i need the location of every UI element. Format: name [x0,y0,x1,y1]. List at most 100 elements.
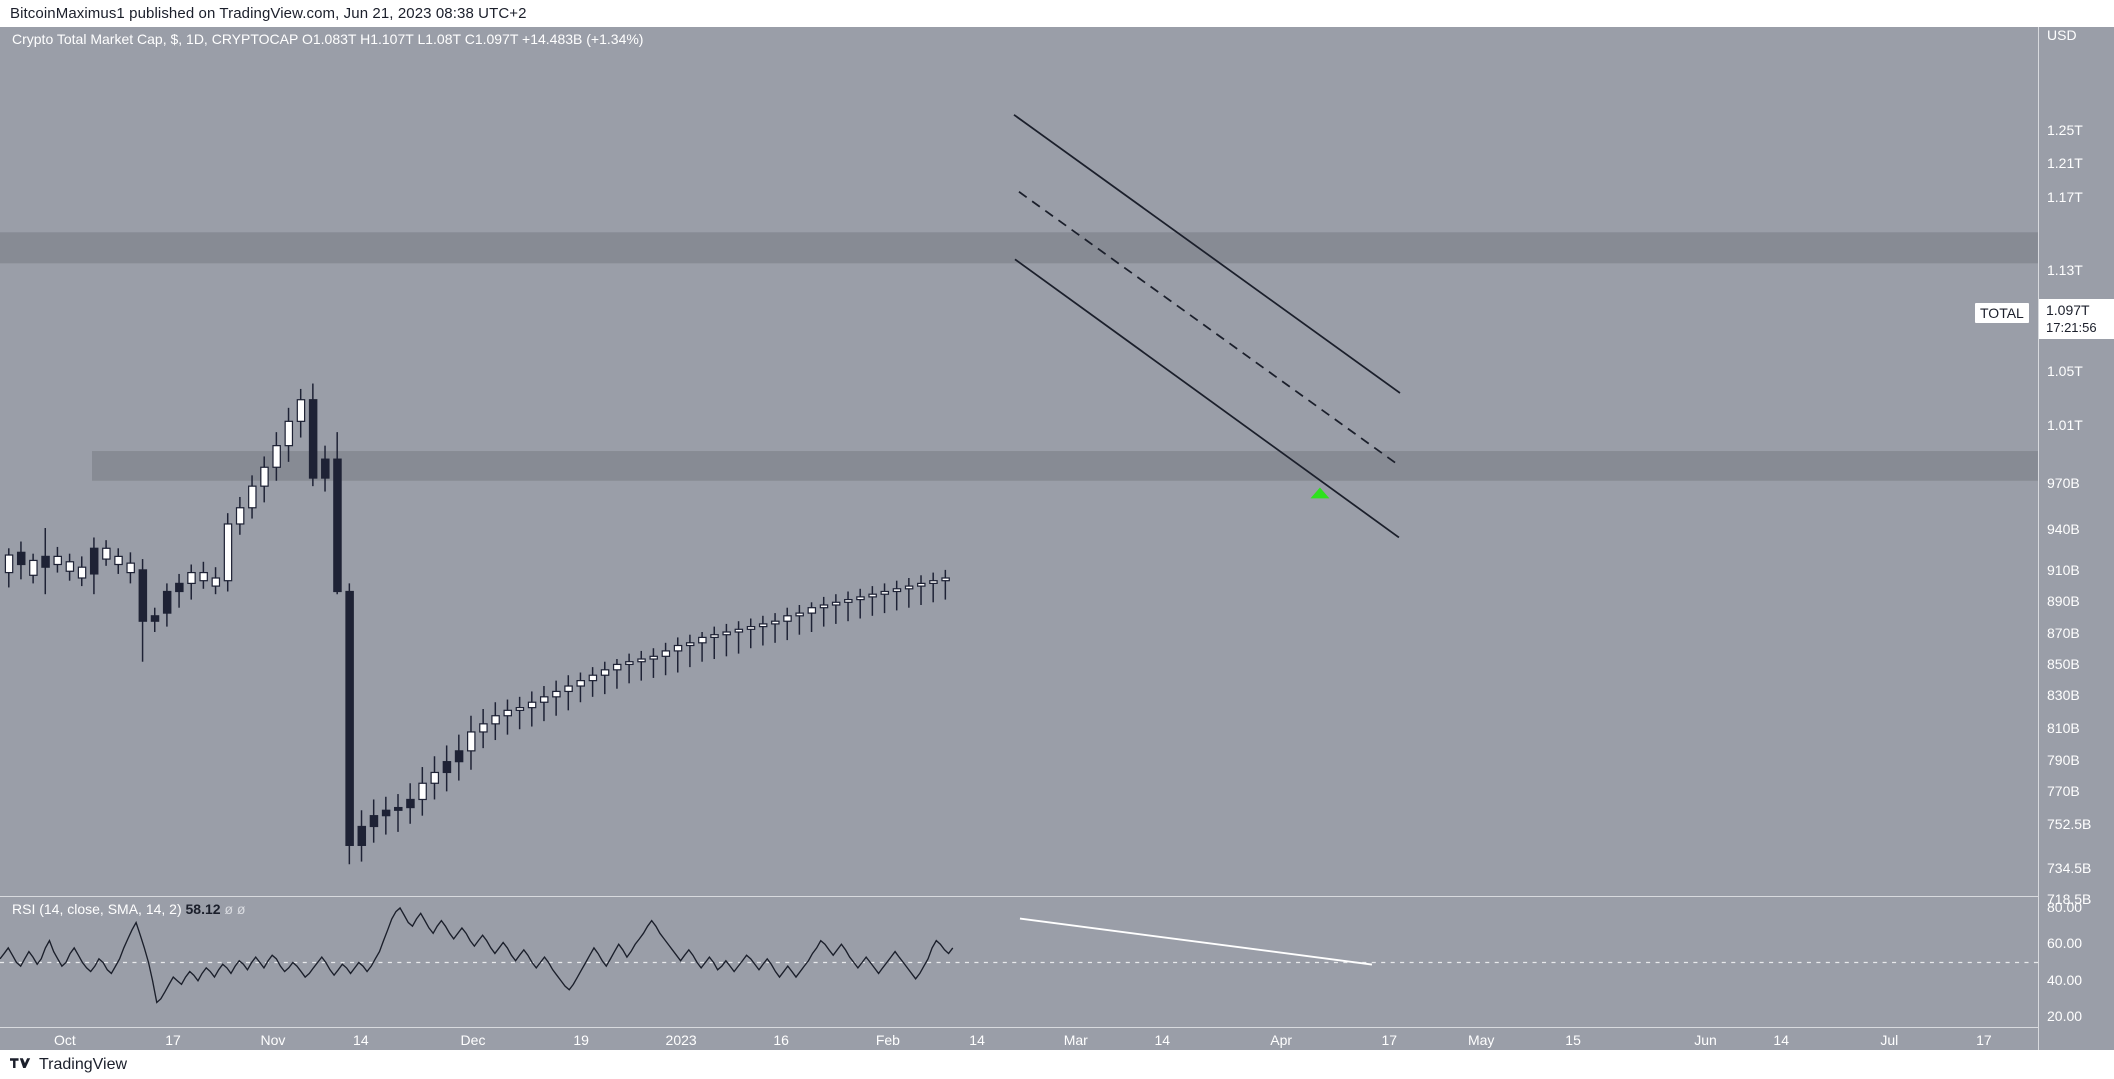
time-axis-tick: 16 [773,1032,789,1048]
time-axis-tick: Oct [53,1032,76,1048]
rsi-current-value: 58.12 [185,901,221,917]
candle-body [710,634,719,639]
candle-body [491,715,500,725]
price-axis-tick: 870B [2047,625,2080,642]
candle-body [296,399,306,422]
candle-body [126,562,135,574]
candle-body [235,507,245,525]
price-axis-tick: 970B [2047,475,2080,492]
candle-body [321,458,330,479]
candle-body [223,523,233,582]
rsi-guide-lines [0,926,2038,999]
candle-body [771,620,780,625]
candle-body [211,577,221,587]
price-axis-tick: 770B [2047,783,2080,800]
high-value: 1.107T [370,31,414,47]
time-axis-tick: Nov [260,1032,286,1048]
rsi-legend-title[interactable]: RSI (14, close, SMA, 14, 2) [12,901,182,917]
publish-header: BitcoinMaximus1 published on TradingView… [0,0,2114,27]
price-legend-symbol[interactable]: Crypto Total Market Cap, $, 1D, CRYPTOCA… [12,31,299,47]
rsi-pane[interactable]: RSI (14, close, SMA, 14, 2) 58.12 ø ø [0,896,2038,1028]
candle-body [418,782,427,801]
time-axis-tick: 14 [353,1032,369,1048]
candle-body [345,590,354,846]
candle-body [856,596,865,601]
rsi-axis-tick: 60.00 [2047,935,2083,952]
rsi-axis-tick: 80.00 [2047,898,2083,915]
candle-body [272,445,281,468]
channel-upper [1013,114,1401,394]
buy-signal-arrow [1310,487,1330,499]
total-price-label: TOTAL [1975,303,2029,323]
candle-body [673,644,683,652]
time-axis-tick: Jul [1880,1032,1899,1048]
price-axis-tick: 718.5B [2047,891,2092,908]
candle-body [503,709,513,717]
rsi-axis-tick: 20.00 [2047,1008,2083,1025]
candle-body [539,696,549,703]
price-axis-tick: 830B [2047,687,2080,704]
close-label: C [464,31,475,47]
rsi-legend: RSI (14, close, SMA, 14, 2) 58.12 ø ø [12,901,245,917]
price-legend: Crypto Total Market Cap, $, 1D, CRYPTOCA… [12,31,643,47]
candle-body [527,701,537,709]
candle-body [880,590,890,595]
support-resistance-bands [0,232,2038,481]
price-axis-tick: 1.17T [2047,189,2083,206]
candle-body [394,806,403,811]
price-axis-tick: 810B [2047,719,2080,736]
candle-body [187,571,196,585]
candle-body [807,607,817,614]
chart-frame: Crypto Total Market Cap, $, 1D, CRYPTOCA… [0,27,2114,1050]
footer: TradingView [0,1050,2114,1079]
price-axis-tick: 940B [2047,521,2080,538]
current-price-value: 1.097T [2046,302,2090,318]
candle-body [904,585,914,590]
candle-body [53,555,62,566]
candle-body [16,551,26,566]
candle-body [600,669,610,676]
candle-body [479,723,488,733]
time-axis-tick: Mar [1063,1032,1088,1048]
candle-body [102,547,111,560]
candle-body [917,582,926,587]
rsi-overbought-oversold-band [0,926,2038,999]
current-price-tag: 1.097T 17:21:56 [2039,299,2114,339]
candle-body [442,761,452,774]
price-axis-tick: 1.13T [2047,262,2083,279]
trend-line-overlays [1013,114,1401,539]
candle-body [4,554,14,574]
price-axis-tick: 790B [2047,752,2080,769]
price-pane[interactable]: Crypto Total Market Cap, $, 1D, CRYPTOCA… [0,27,2038,894]
candle-body [77,566,87,579]
candle-body [588,674,598,682]
price-axis[interactable]: USD 1.097T 17:21:56 1.25T 1.21T 1.17T 1.13T… [2038,27,2114,1050]
candle-body [831,601,841,606]
candle-body [29,559,38,576]
candle-body [722,631,731,636]
candle-body [941,577,950,582]
close-value: 1.097T [474,31,519,47]
candle-body [734,628,744,633]
price-axis-tick: 1.21T [2047,155,2083,172]
candle-body [698,636,707,644]
time-axis-tick: 17 [165,1032,181,1048]
price-axis-tick: 752.5B [2047,815,2092,832]
current-price-countdown: 17:21:56 [2046,320,2097,335]
time-axis-tick: 14 [1773,1032,1790,1048]
candle-body [138,569,148,622]
low-value: 1.08T [425,31,461,47]
candle-body [892,588,902,593]
candle-body [162,590,172,614]
time-axis[interactable]: Oct 17 Nov 14 Dec 19 2023 16 Feb 14 Mar 14 Apr 17 May 1… [0,1027,2038,1051]
time-axis-tick: 17 [1976,1032,1992,1048]
candle-body [150,615,160,622]
candle-body [357,825,367,846]
price-candlestick-plot [0,114,2038,865]
time-axis-tick: 14 [1154,1032,1171,1048]
lower-support-band [91,451,2038,481]
rsi-sma-value-1: ø [224,901,234,917]
tradingview-brand-name: TradingView [39,1055,128,1073]
candle-body [369,815,379,828]
candle-body [466,731,476,752]
